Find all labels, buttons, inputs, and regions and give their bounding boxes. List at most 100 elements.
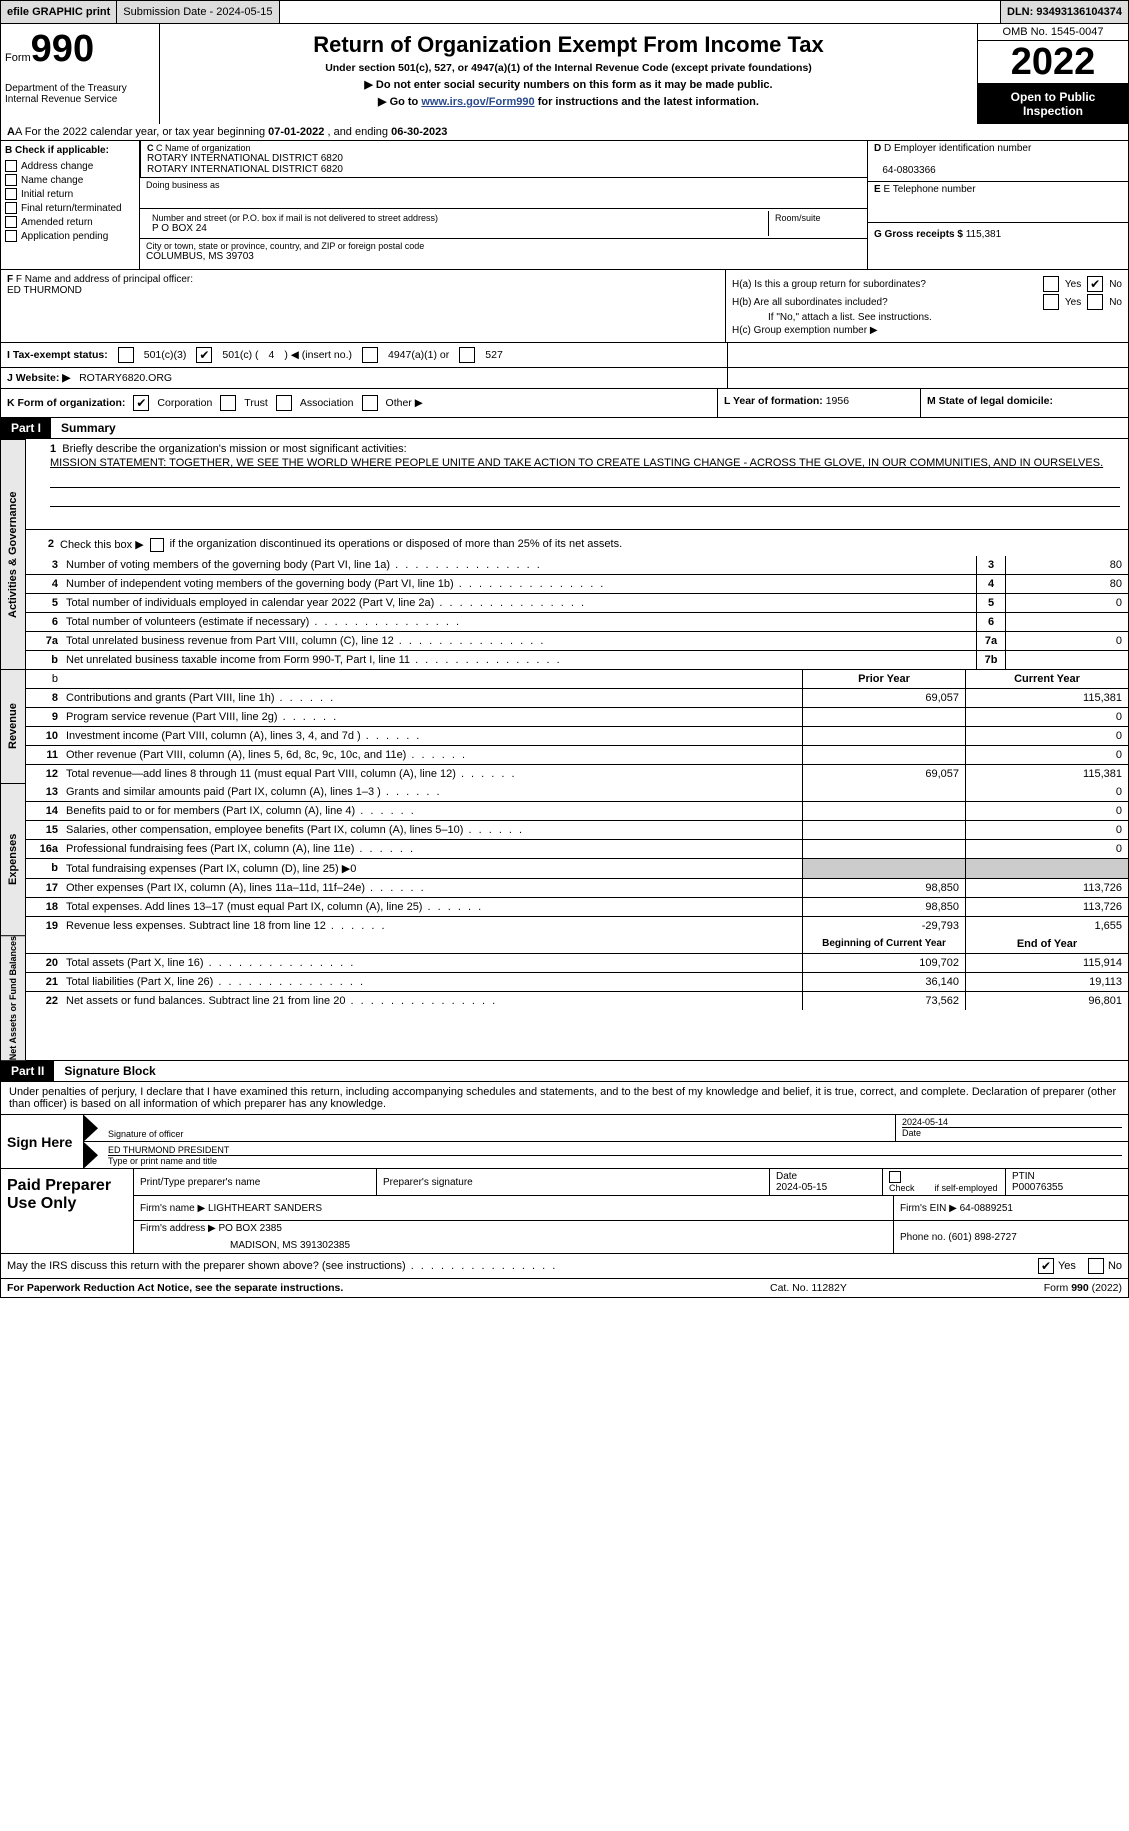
h-b-no-checkbox[interactable] <box>1087 294 1103 310</box>
form-subtitle: Under section 501(c), 527, or 4947(a)(1)… <box>168 62 969 74</box>
chk-final-return[interactable]: Final return/terminated <box>5 202 135 214</box>
chk-address-change[interactable]: Address change <box>5 160 135 172</box>
line-desc: Program service revenue (Part VIII, line… <box>62 708 802 726</box>
line-number: 13 <box>26 783 62 801</box>
current-value: 19,113 <box>965 973 1128 991</box>
line-desc: Total assets (Part X, line 16) <box>62 954 802 972</box>
current-value <box>965 859 1128 878</box>
activity-line: b Net unrelated business taxable income … <box>26 651 1128 669</box>
current-value: 0 <box>965 746 1128 764</box>
line-number: 21 <box>26 973 62 991</box>
mission-statement: MISSION STATEMENT: TOGETHER, WE SEE THE … <box>50 457 1120 469</box>
chk-assoc[interactable] <box>276 395 292 411</box>
net-assets-line: 21 Total liabilities (Part X, line 26) 3… <box>26 973 1128 992</box>
row-a-tax-year: AA For the 2022 calendar year, or tax ye… <box>0 124 1129 141</box>
current-value: 0 <box>965 783 1128 801</box>
street-value: P O BOX 24 <box>152 223 207 234</box>
line-2-checkbox[interactable] <box>150 538 164 552</box>
org-name-label: C C Name of organization <box>147 143 861 153</box>
chk-initial-return[interactable]: Initial return <box>5 188 135 200</box>
department-text: Department of the Treasury Internal Reve… <box>5 83 155 105</box>
irs-link[interactable]: www.irs.gov/Form990 <box>421 96 534 108</box>
h-b-yes-checkbox[interactable] <box>1043 294 1059 310</box>
self-employed-checkbox[interactable] <box>889 1171 901 1183</box>
part-ii-header: Part II Signature Block <box>0 1061 1129 1082</box>
column-b: B Check if applicable: Address change Na… <box>1 141 140 269</box>
firm-phone-label: Phone no. <box>900 1232 946 1243</box>
h-c-right <box>728 343 1128 367</box>
officer-label: F Name and address of principal officer: <box>16 274 193 285</box>
org-name-2: ROTARY INTERNATIONAL DISTRICT 6820 <box>147 164 343 175</box>
line-desc: Investment income (Part VIII, column (A)… <box>62 727 802 745</box>
checkmark-icon: ✔ <box>1090 277 1100 291</box>
line-desc: Number of voting members of the governin… <box>62 556 976 574</box>
irs-no-checkbox[interactable] <box>1088 1258 1104 1274</box>
activity-line: 6 Total number of volunteers (estimate i… <box>26 613 1128 632</box>
current-year-header: Current Year <box>965 670 1128 688</box>
chk-name-change[interactable]: Name change <box>5 174 135 186</box>
line-number: 11 <box>26 746 62 764</box>
chk-amended-return[interactable]: Amended return <box>5 216 135 228</box>
line-value <box>1005 613 1128 631</box>
current-value: 0 <box>965 727 1128 745</box>
chk-trust[interactable] <box>220 395 236 411</box>
line-value: 80 <box>1005 556 1128 574</box>
chk-501c3[interactable] <box>118 347 134 363</box>
form-header: Form990 Department of the Treasury Inter… <box>0 24 1129 124</box>
yes-label: Yes <box>1065 297 1081 308</box>
activity-line: 3 Number of voting members of the govern… <box>26 556 1128 575</box>
current-value: 115,381 <box>965 765 1128 783</box>
expense-line: 15 Salaries, other compensation, employe… <box>26 821 1128 840</box>
net-assets-section: Net Assets or Fund Balances Beginning of… <box>0 935 1129 1061</box>
yes-label: Yes <box>1058 1260 1076 1272</box>
row-f-h: F F Name and address of principal office… <box>0 270 1129 343</box>
chk-other[interactable] <box>362 395 378 411</box>
form-org-label: K Form of organization: <box>7 397 125 409</box>
chk-527[interactable] <box>459 347 475 363</box>
prior-value: 69,057 <box>802 689 965 707</box>
current-value: 113,726 <box>965 898 1128 916</box>
opt-501c3: 501(c)(3) <box>144 349 187 361</box>
line-desc: Number of independent voting members of … <box>62 575 976 593</box>
chk-lbl: Application pending <box>21 231 108 242</box>
line-box: 3 <box>976 556 1005 574</box>
line-desc: Grants and similar amounts paid (Part IX… <box>62 783 802 801</box>
prior-value <box>802 859 965 878</box>
revenue-line: 8 Contributions and grants (Part VIII, l… <box>26 689 1128 708</box>
line-desc: Professional fundraising fees (Part IX, … <box>62 840 802 858</box>
row-a-begin: 07-01-2022 <box>268 126 324 138</box>
chk-corp[interactable]: ✔ <box>133 395 149 411</box>
no-label: No <box>1109 297 1122 308</box>
chk-501c[interactable]: ✔ <box>196 347 212 363</box>
h-a-yes-checkbox[interactable] <box>1043 276 1059 292</box>
part-ii-tag: Part II <box>1 1061 54 1081</box>
line-desc: Revenue less expenses. Subtract line 18 … <box>62 917 802 935</box>
goto-post: for instructions and the latest informat… <box>535 96 759 108</box>
line-value: 0 <box>1005 594 1128 612</box>
irs-yes-checkbox[interactable]: ✔ <box>1038 1258 1054 1274</box>
prior-value <box>802 840 965 858</box>
line-number: 7a <box>26 632 62 650</box>
goto-instruction: ▶ Go to www.irs.gov/Form990 for instruct… <box>168 95 969 108</box>
pp-date-value: 2024-05-15 <box>776 1182 876 1193</box>
efile-print-button[interactable]: efile GRAPHIC print <box>1 1 117 23</box>
line-number: b <box>26 859 62 878</box>
h-c-label: H(c) Group exemption number ▶ <box>732 325 878 336</box>
chk-application-pending[interactable]: Application pending <box>5 230 135 242</box>
line-number: b <box>26 651 62 669</box>
prior-year-header: Prior Year <box>802 670 965 688</box>
chk-4947[interactable] <box>362 347 378 363</box>
prior-value <box>802 821 965 839</box>
prior-value: 109,702 <box>802 954 965 972</box>
h-a-no-checkbox[interactable]: ✔ <box>1087 276 1103 292</box>
ein-label: D Employer identification number <box>884 143 1031 154</box>
no-label: No <box>1109 279 1122 290</box>
line-number: 19 <box>26 917 62 935</box>
expense-line: 19 Revenue less expenses. Subtract line … <box>26 917 1128 935</box>
line-desc: Contributions and grants (Part VIII, lin… <box>62 689 802 707</box>
line-desc: Total number of individuals employed in … <box>62 594 976 612</box>
h-ifno: If "No," attach a list. See instructions… <box>768 312 932 323</box>
expense-line: 16a Professional fundraising fees (Part … <box>26 840 1128 859</box>
goto-pre: ▶ Go to <box>378 96 421 108</box>
chk-lbl: Address change <box>21 161 93 172</box>
